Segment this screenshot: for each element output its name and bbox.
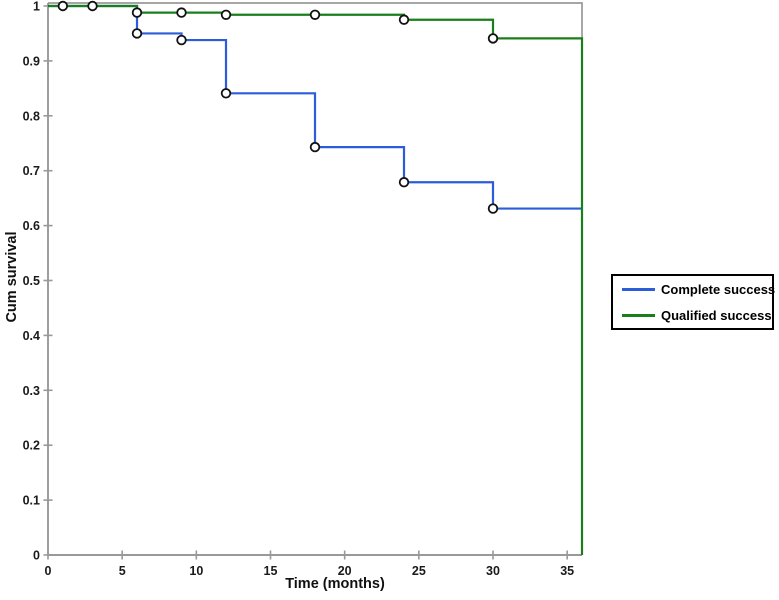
curve-qualified-success xyxy=(48,4,584,555)
legend-item-complete-success: Complete success xyxy=(622,281,776,297)
x-tick-label: 30 xyxy=(486,564,500,578)
censor-marker xyxy=(220,9,232,20)
y-tick-label: 0 xyxy=(33,549,40,563)
x-axis-title: Time (months) xyxy=(285,576,385,592)
y-axis-title: Cum survival xyxy=(4,231,20,323)
legend-label-complete: Complete success xyxy=(661,281,776,297)
y-tick-label: 1 xyxy=(33,0,40,14)
legend: Complete success Qualified success xyxy=(611,274,776,330)
censor-marker xyxy=(398,14,410,25)
legend-line-swatch-complete xyxy=(622,287,655,291)
x-tick-label: 20 xyxy=(338,564,352,578)
curve-complete-success xyxy=(48,4,582,210)
censor-marker xyxy=(309,141,321,153)
x-tick-label: 15 xyxy=(264,564,278,578)
y-tick-label: 0.9 xyxy=(23,54,40,68)
censor-marker xyxy=(131,28,143,39)
censor-marker xyxy=(131,7,143,18)
y-tick-label: 0.2 xyxy=(23,439,40,453)
censor-marker xyxy=(87,0,98,12)
y-tick-label: 0.3 xyxy=(23,384,40,398)
censor-marker xyxy=(398,177,410,188)
y-tick-label: 0.7 xyxy=(23,164,40,178)
censor-marker xyxy=(176,7,187,18)
y-tick-label: 0.6 xyxy=(23,219,40,233)
censor-marker xyxy=(309,9,321,20)
y-tick-label: 0.1 xyxy=(23,494,40,508)
censor-marker xyxy=(220,88,232,99)
legend-item-qualified-success: Qualified success xyxy=(622,308,772,323)
x-tick-label: 25 xyxy=(412,564,426,578)
x-tick-label: 35 xyxy=(560,564,574,578)
censor-marker xyxy=(176,34,187,46)
y-tick-label: 0.5 xyxy=(23,274,40,288)
y-tick-label: 0.8 xyxy=(23,109,40,123)
y-tick-label: 0.4 xyxy=(23,329,40,343)
plot-border xyxy=(48,2,583,555)
censor-marker xyxy=(487,203,499,214)
censor-marker xyxy=(57,0,69,12)
censor-marker xyxy=(487,33,499,44)
x-tick-label: 0 xyxy=(45,564,52,578)
x-tick-label: 10 xyxy=(189,564,203,578)
legend-label-qualified: Qualified success xyxy=(661,307,772,323)
legend-line-swatch-qualified xyxy=(622,313,655,317)
x-tick-label: 5 xyxy=(119,564,126,578)
